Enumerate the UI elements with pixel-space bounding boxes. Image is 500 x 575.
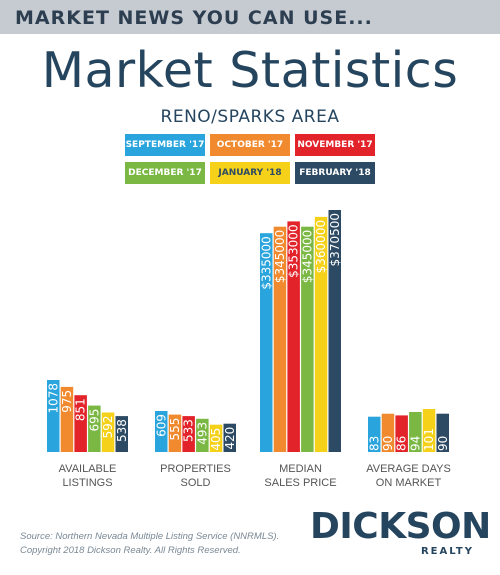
- bar-4-2: [381, 413, 395, 452]
- bar-3-1: [260, 233, 273, 452]
- bar-4-3: [395, 415, 408, 452]
- bar-value-label-4-2: 90: [381, 436, 395, 451]
- bar-value-label-4-6: 90: [436, 436, 450, 451]
- bar-3-6: [328, 210, 341, 452]
- bar-value-label-2-4: 493: [195, 422, 209, 445]
- bar-value-label-1-1: 1078: [46, 383, 60, 414]
- bar-value-label-1-2: 975: [60, 390, 74, 413]
- legend-item-3: NOVEMBER '17: [295, 134, 375, 156]
- category-label-2-1: PROPERTIES: [160, 463, 231, 475]
- category-label-3-1: MEDIAN: [279, 463, 322, 475]
- bar-1-4: [88, 405, 101, 452]
- category-label-4-1: AVERAGE DAYS: [366, 463, 451, 475]
- bar-3-5: [314, 216, 328, 452]
- bar-group-1: 1078 975 851 695 592 538: [46, 380, 129, 452]
- bar-value-label-2-3: 533: [182, 419, 196, 442]
- category-label-4-2: ON MARKET: [376, 477, 442, 489]
- bar-value-label-2-2: 555: [168, 418, 182, 441]
- legend-item-2: OCTOBER '17: [210, 134, 290, 156]
- bar-value-label-1-5: 592: [101, 416, 115, 439]
- bar-1-5: [101, 412, 115, 452]
- logo-name: DICKSON: [310, 506, 491, 547]
- source-line-1: Source: Northern Nevada Multiple Listing…: [20, 531, 280, 542]
- bar-value-label-1-6: 538: [115, 419, 129, 442]
- page-subtitle: RENO/SPARKS AREA: [160, 107, 340, 127]
- bar-1-1: [47, 380, 60, 452]
- bar-2-6: [223, 423, 236, 452]
- bar-value-label-3-3: $353000: [287, 224, 301, 277]
- top-banner: MARKET NEWS YOU CAN USE...: [0, 0, 500, 34]
- bar-4-4: [409, 412, 422, 452]
- bar-value-label-1-3: 851: [74, 398, 88, 421]
- bar-2-5: [209, 424, 223, 452]
- bar-value-label-4-4: 94: [408, 436, 422, 451]
- bar-value-label-4-3: 86: [395, 436, 409, 451]
- bar-2-3: [182, 416, 195, 452]
- bar-3-3: [287, 221, 300, 452]
- bar-3-4: [301, 226, 314, 452]
- bar-1-6: [115, 416, 128, 452]
- category-label-3-2: SALES PRICE: [264, 477, 336, 489]
- bar-4-6: [436, 413, 449, 452]
- bar-value-label-4-5: 101: [422, 428, 436, 451]
- page-title: Market Statistics: [41, 42, 459, 99]
- bar-value-label-2-5: 405: [209, 428, 223, 451]
- legend-item-1: SEPTEMBER '17: [125, 134, 205, 156]
- category-label-1-2: LISTINGS: [62, 477, 112, 489]
- dickson-logo: DICKSON REALTY: [310, 506, 491, 562]
- bar-group-4: 83 90 86 94 101 90: [367, 409, 450, 452]
- bar-1-3: [74, 395, 87, 452]
- banner-text: MARKET NEWS YOU CAN USE...: [15, 7, 373, 29]
- bar-1-2: [60, 386, 74, 452]
- bar-3-2: [273, 226, 287, 452]
- source-note: Source: Northern Nevada Multiple Listing…: [20, 530, 279, 558]
- category-label-2-2: SOLD: [181, 477, 211, 489]
- bar-value-label-1-4: 695: [87, 409, 101, 432]
- bar-value-label-4-1: 83: [367, 436, 381, 451]
- bar-4-1: [368, 416, 381, 452]
- bar-value-label-3-6: $370500: [328, 213, 342, 266]
- logo-sub: REALTY: [420, 546, 474, 557]
- bar-value-label-3-5: $360000: [314, 220, 328, 273]
- bar-value-label-2-6: 420: [223, 427, 237, 450]
- bar-4-5: [422, 409, 436, 452]
- bar-2-2: [168, 414, 182, 452]
- legend-item-6: FEBRUARY '18: [295, 162, 375, 184]
- legend-item-5: JANUARY '18: [210, 162, 290, 184]
- copyright-line: Copyright 2018 Dickson Realty. All Right…: [20, 545, 241, 556]
- bar-value-label-2-1: 609: [154, 414, 168, 437]
- bar-group-3: $335000 $345000 $353000 $345000 $360000 $3705…: [259, 210, 342, 452]
- bar-value-label-3-4: $345000: [300, 230, 314, 283]
- bar-value-label-3-2: $345000: [273, 230, 287, 283]
- bar-2-4: [196, 418, 209, 452]
- category-label-1-1: AVAILABLE: [59, 463, 117, 475]
- bar-value-label-3-1: $335000: [259, 236, 273, 289]
- bar-2-1: [155, 411, 168, 452]
- bar-group-2: 609 555 533 493 405 420: [154, 411, 237, 452]
- legend-item-4: DECEMBER '17: [125, 162, 205, 184]
